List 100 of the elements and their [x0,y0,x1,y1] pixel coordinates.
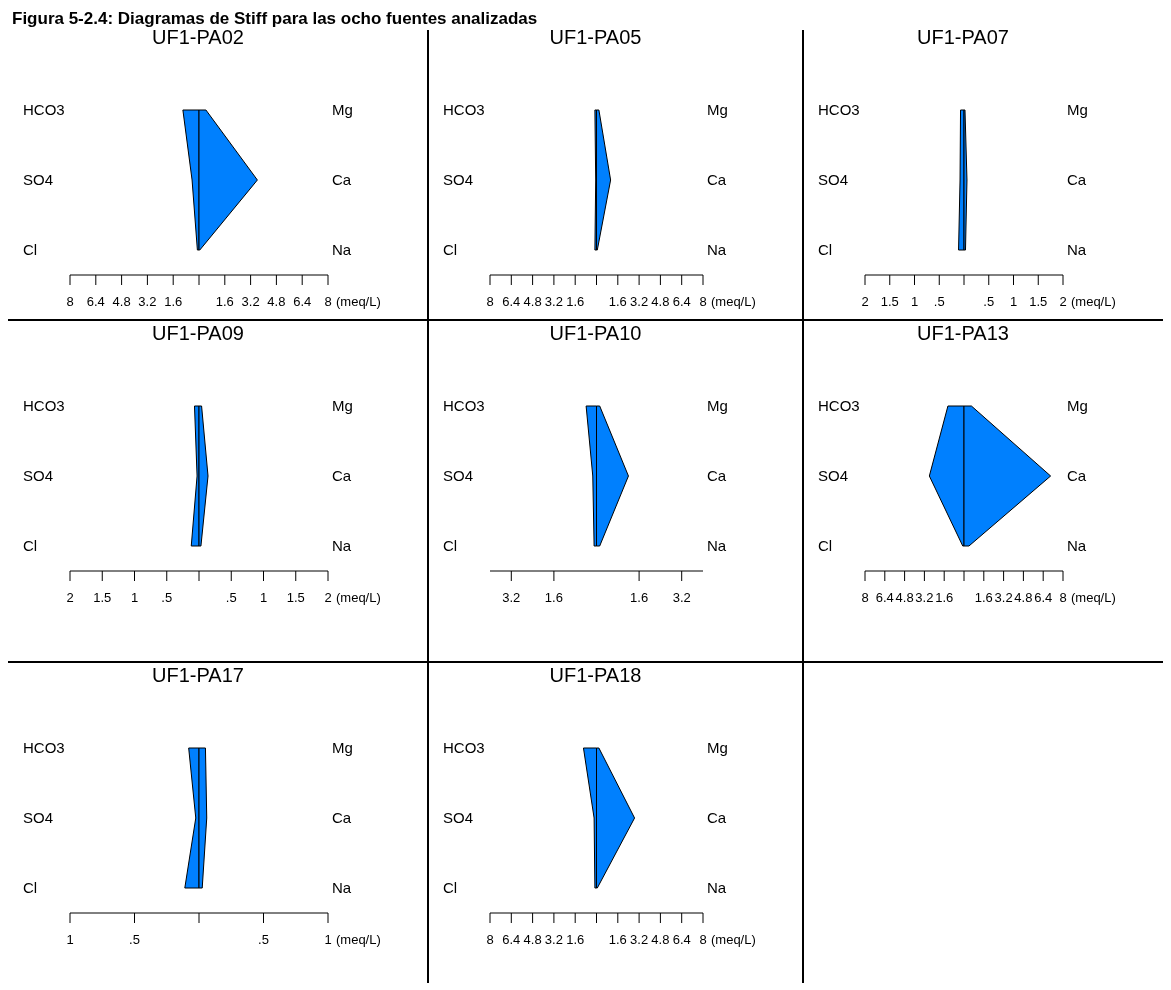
x-tick-label: 4.8 [1014,590,1033,605]
chart-title: UF1-PA18 [549,664,642,686]
x-tick-label: 1.5 [880,294,899,309]
x-tick-label: 6.4 [672,294,691,309]
y2-tick-label: Na [332,537,352,554]
y2-tick-label: Mg [1067,397,1088,414]
x-tick-label: 1.5 [1029,294,1048,309]
y-tick-label: SO4 [443,467,474,484]
x-tick-label: 8 [1059,590,1067,605]
y-tick-label: Cl [443,241,458,258]
y-tick-label: SO4 [818,171,849,188]
chart-title: UF1-PA09 [152,322,244,344]
y-tick-label: HCO3 [443,101,485,118]
x-tick-label: 3.2 [630,932,649,947]
x-tick-label: 3.2 [915,590,934,605]
x-tick-label: 4.8 [651,932,670,947]
y-tick-label: SO4 [443,171,474,188]
y2-tick-label: Mg [707,397,728,414]
y-tick-label: Cl [23,879,38,896]
y2-tick-label: Ca [332,809,352,826]
x-tick-label: 2 [66,590,74,605]
y-tick-label: Cl [818,537,833,554]
x-tick-label: 1 [1009,294,1018,309]
x-tick-label: 1.6 [566,294,585,309]
x-tick-label: 4.8 [523,932,542,947]
x-tick-label: 8 [699,932,707,947]
x-tick-label: 4.8 [651,294,670,309]
y-tick-label: Cl [443,537,458,554]
y2-tick-label: Ca [707,809,727,826]
x-tick-label: 8 [699,294,707,309]
x-axis-title: (meq/L) [711,932,756,947]
x-tick-label: 3.2 [994,590,1013,605]
x-axis-title: (meq/L) [336,294,381,309]
x-tick-label: 1 [66,932,74,947]
x-tick-label: 1.6 [215,294,234,309]
x-tick-label: 8 [486,932,494,947]
y-tick-label: SO4 [23,809,54,826]
y2-tick-label: Mg [707,739,728,756]
x-tick-label: 2 [1059,294,1067,309]
y-tick-label: Cl [818,241,833,258]
y2-tick-label: Mg [332,397,353,414]
x-tick-label: 3.2 [544,294,563,309]
y2-tick-label: Ca [707,171,727,188]
x-tick-label: 1.6 [974,590,993,605]
y-tick-label: SO4 [443,809,474,826]
y-tick-label: HCO3 [23,739,65,756]
x-tick-label: 1.6 [544,590,563,605]
x-tick-label: .5 [129,932,140,947]
y2-tick-label: Na [707,879,727,896]
x-tick-label: 3.2 [241,294,260,309]
x-tick-label: 1.5 [93,590,112,605]
y-tick-label: Cl [443,879,458,896]
x-tick-label: .5 [161,590,173,605]
y-tick-label: SO4 [23,171,54,188]
chart-title: UF1-PA05 [549,26,642,48]
x-tick-label: 6.4 [86,294,105,309]
y-tick-label: Cl [23,241,38,258]
chart-title: UF1-PA10 [549,322,642,344]
x-tick-label: 1 [910,294,919,309]
x-tick-label: 4.8 [523,294,542,309]
y2-tick-label: Na [1067,537,1087,554]
x-tick-label: 4.8 [112,294,131,309]
y2-tick-label: Mg [707,101,728,118]
chart-title: UF1-PA02 [152,26,244,48]
text: Figura 5-2.4: Diagramas de Stiff para las ocho fuentes analizadas [12,9,538,28]
y2-tick-label: Na [332,879,352,896]
x-axis-title: (meq/L) [1071,590,1116,605]
x-tick-label: 3.2 [502,590,521,605]
y-tick-label: Cl [23,537,38,554]
y2-tick-label: Na [1067,241,1087,258]
x-tick-label: 6.4 [293,294,312,309]
y2-tick-label: Ca [707,467,727,484]
x-tick-label: 1 [130,590,139,605]
y2-tick-label: Na [332,241,352,258]
x-axis-title: (meq/L) [1071,294,1116,309]
x-tick-label: 4.8 [895,590,914,605]
x-tick-label: 3.2 [138,294,157,309]
x-tick-label: 6.4 [672,932,691,947]
y2-tick-label: Mg [332,739,353,756]
y2-tick-label: Mg [332,101,353,118]
y2-tick-label: Mg [1067,101,1088,118]
x-tick-label: 3.2 [630,294,649,309]
y2-tick-label: Ca [332,467,352,484]
y2-tick-label: Na [707,537,727,554]
x-tick-label: 1.6 [608,932,627,947]
x-tick-label: 2 [324,590,332,605]
y-tick-label: HCO3 [23,397,65,414]
x-tick-label: 1.6 [566,932,585,947]
x-tick-label: 3.2 [544,932,563,947]
x-tick-label: 1 [324,932,332,947]
x-tick-label: 3.2 [672,590,691,605]
x-axis-title: (meq/L) [336,932,381,947]
chart-title: UF1-PA07 [917,26,1009,48]
y2-tick-label: Ca [1067,171,1087,188]
x-tick-label: 1.6 [164,294,183,309]
x-tick-label: 1 [259,590,268,605]
x-tick-label: 1.5 [286,590,305,605]
chart-title: UF1-PA13 [917,322,1009,344]
chart-title: UF1-PA17 [152,664,244,686]
x-axis-title: (meq/L) [711,294,756,309]
